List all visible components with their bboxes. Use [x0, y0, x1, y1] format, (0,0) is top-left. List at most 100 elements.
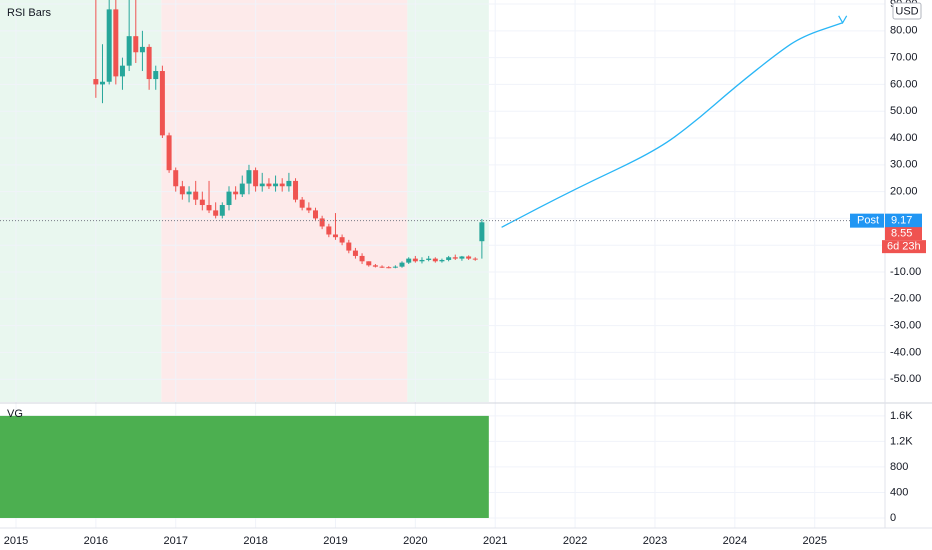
x-tick-label: 2022	[563, 535, 587, 547]
x-tick-label: 2016	[84, 535, 108, 547]
candle-body	[206, 205, 212, 211]
candle-body	[293, 180, 299, 200]
y-tick-label: 20.00	[890, 186, 918, 198]
candle-body	[146, 46, 152, 80]
post-label-box	[850, 213, 884, 228]
candle-body	[299, 199, 305, 208]
candle-body	[372, 265, 378, 267]
candle-body	[459, 256, 465, 259]
candle-body	[472, 258, 478, 260]
candle-body	[352, 250, 358, 256]
candle-body	[306, 207, 312, 211]
candle-body	[439, 259, 445, 262]
candle-body	[179, 186, 185, 195]
y-tick-label: 1.2K	[890, 435, 913, 447]
candle-body	[319, 218, 325, 227]
candle-body	[126, 36, 132, 66]
candle-body	[286, 180, 292, 187]
candle-body	[326, 226, 332, 235]
candle-body	[193, 191, 199, 200]
x-tick-label: 2020	[403, 535, 427, 547]
candle-body	[332, 234, 338, 238]
countdown: 6d 23h	[887, 241, 921, 253]
candle-body	[366, 261, 372, 266]
candle-body	[106, 9, 112, 82]
chart-title: RSI Bars	[7, 7, 52, 19]
candle-body	[173, 170, 179, 187]
y-tick-label: -20.00	[890, 293, 921, 305]
candle-body	[186, 191, 192, 195]
y-tick-label: 400	[890, 486, 908, 498]
candle-body	[346, 242, 352, 251]
y-tick-label: 50.00	[890, 105, 918, 117]
y-tick-label: 1.6K	[890, 410, 913, 422]
y-tick-label: 40.00	[890, 132, 918, 144]
candle-body	[479, 222, 485, 242]
candle-body	[406, 258, 412, 263]
y-tick-label: 70.00	[890, 52, 918, 64]
candle-body	[466, 256, 472, 259]
candle-body	[253, 170, 259, 187]
projection-line	[501, 20, 844, 228]
candle-body	[226, 191, 232, 206]
post-value: 9.17	[891, 215, 912, 227]
candle-body	[199, 199, 205, 206]
last-price-box	[885, 227, 922, 241]
y-tick-label: -30.00	[890, 320, 921, 332]
y-tick-label: 0	[890, 512, 896, 524]
x-tick-label: 2017	[163, 535, 187, 547]
x-tick-label: 2021	[483, 535, 507, 547]
candle-body	[99, 81, 105, 85]
candle-body	[139, 46, 145, 53]
candle-body	[279, 183, 285, 187]
x-tick-label: 2018	[243, 535, 267, 547]
x-tick-label: 2025	[802, 535, 826, 547]
candle-body	[166, 135, 172, 171]
y-tick-label: -10.00	[890, 266, 921, 278]
candle-body	[412, 258, 418, 262]
candle-body	[419, 259, 425, 262]
y-tick-label: 30.00	[890, 159, 918, 171]
candle-body	[119, 65, 125, 77]
candle-body	[359, 255, 365, 262]
x-tick-label: 2015	[4, 535, 28, 547]
pane-title: VG	[7, 408, 23, 420]
candle-body	[432, 258, 438, 262]
countdown-box	[882, 240, 926, 254]
candle-body	[159, 71, 165, 136]
candle-body	[233, 191, 239, 195]
y-tick-label: 80.00	[890, 25, 918, 37]
currency-box[interactable]	[892, 2, 922, 20]
currency[interactable]: USD	[895, 5, 918, 17]
candle-body	[379, 266, 385, 268]
candle-body	[266, 183, 272, 187]
candle-body	[93, 79, 99, 85]
y-tick-label: 800	[890, 461, 908, 473]
y-tick-label: 60.00	[890, 78, 918, 90]
candle-body	[153, 71, 159, 80]
y-tick-label: -40.00	[890, 346, 921, 358]
background-region	[0, 0, 162, 402]
volume-bar	[0, 415, 489, 518]
candle-body	[273, 183, 279, 187]
candle-body	[219, 205, 225, 216]
candle-body	[313, 210, 319, 219]
candle-body	[392, 266, 398, 268]
candle-body	[246, 170, 252, 184]
candle-body	[213, 210, 219, 216]
candle-body	[399, 262, 405, 267]
post-value-box	[885, 213, 922, 228]
candle-body	[452, 257, 458, 259]
candle-body	[133, 36, 139, 53]
y-tick-label: -50.00	[890, 373, 921, 385]
background-region	[407, 0, 489, 402]
candle-body	[339, 237, 345, 243]
x-tick-label: 2023	[643, 535, 667, 547]
candle-body	[259, 183, 265, 187]
x-tick-label: 2024	[723, 535, 747, 547]
candle-body	[426, 258, 432, 260]
x-tick-label: 2019	[323, 535, 347, 547]
background-region	[161, 0, 408, 402]
candle-body	[386, 267, 392, 269]
